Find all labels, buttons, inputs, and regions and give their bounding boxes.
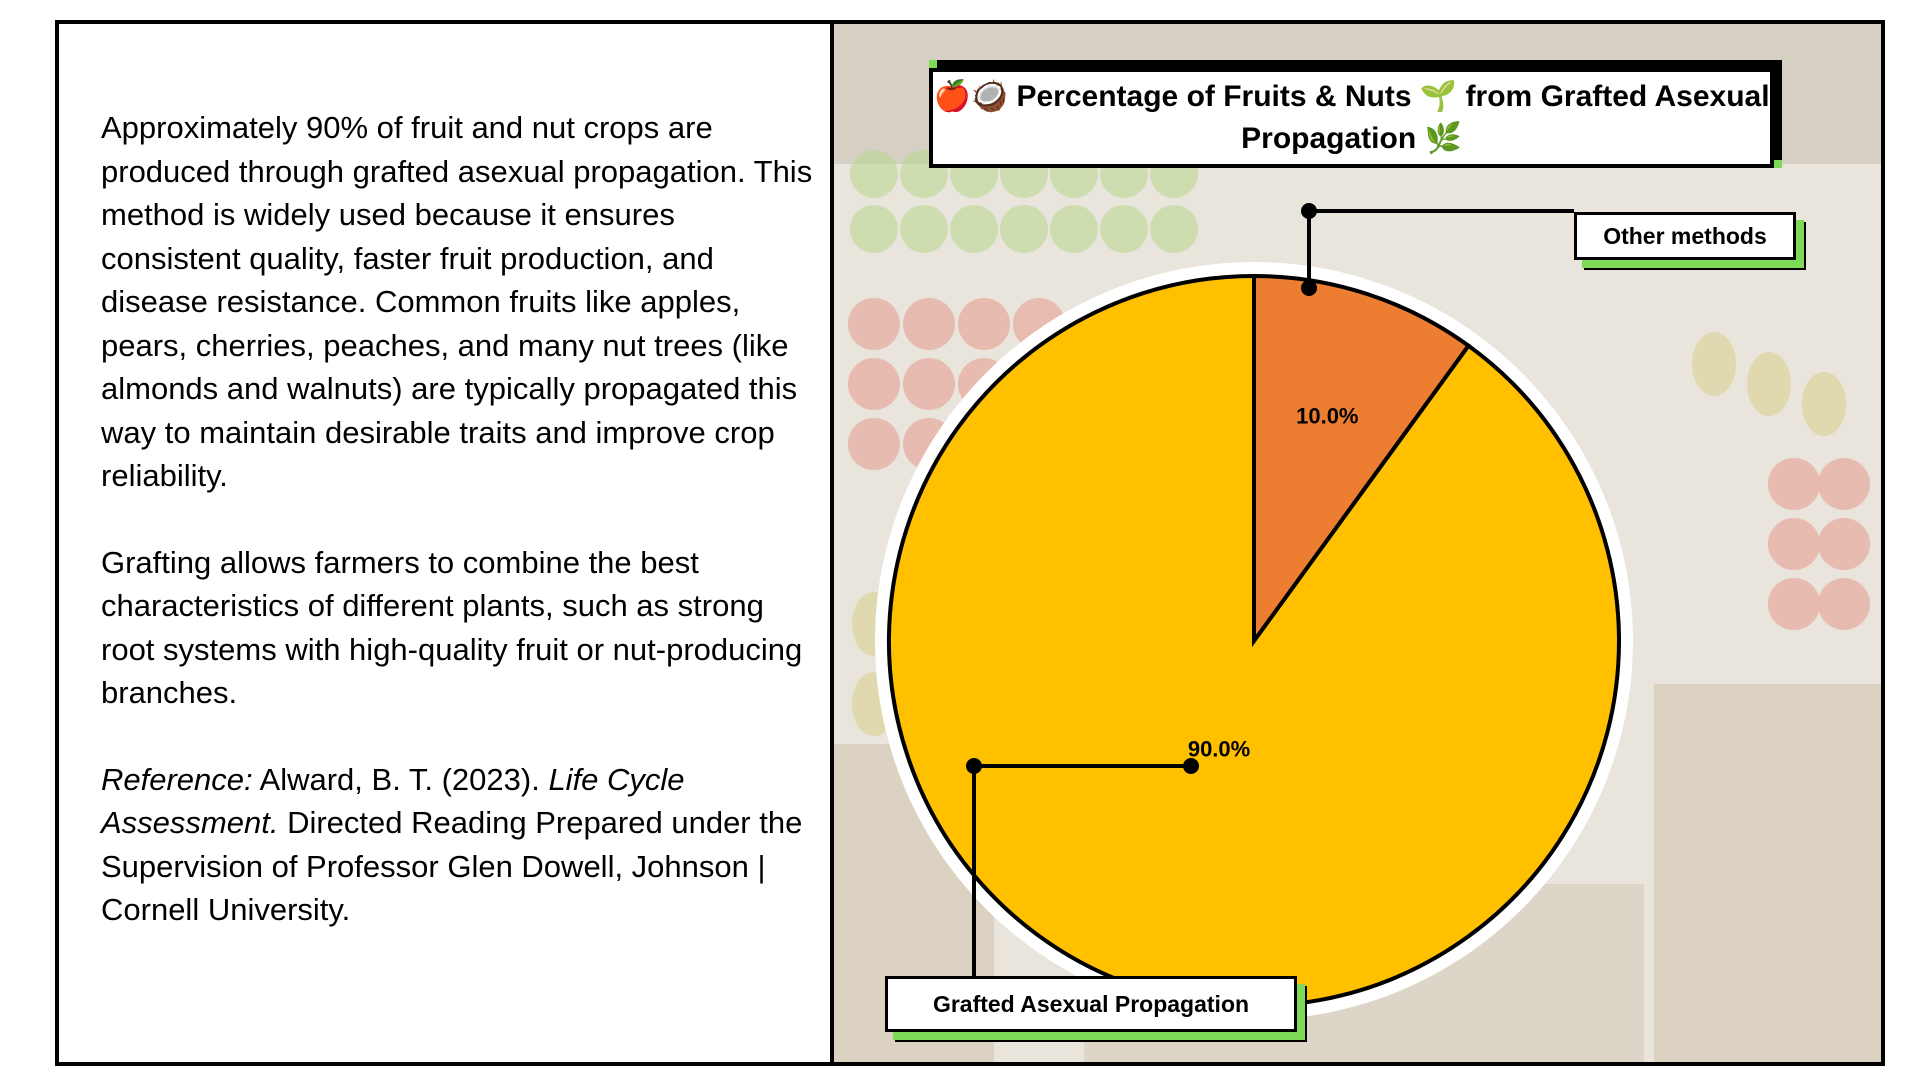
slide-frame: Approximately 90% of fruit and nut crops… bbox=[55, 20, 1885, 1066]
callout-grafted-asexual-propagation: Grafted Asexual Propagation bbox=[885, 976, 1297, 1032]
grafted-leader-dot bbox=[966, 758, 982, 774]
reference-label: Reference: bbox=[101, 761, 253, 797]
chart-panel: 10.0% 90.0% 🍎🥥 Percentage of Fruits & Nut… bbox=[834, 24, 1881, 1062]
other-methods-leader-dot bbox=[1301, 280, 1317, 296]
data-label-other-methods: 10.0% bbox=[1296, 403, 1358, 428]
chart-title: 🍎🥥 Percentage of Fruits & Nuts 🌱 from Gr… bbox=[929, 68, 1774, 168]
grafted-leader-dot bbox=[1183, 758, 1199, 774]
reference-author: Alward, B. T. (2023). bbox=[252, 761, 549, 797]
other-methods-leader-dot bbox=[1301, 203, 1317, 219]
reference-rest: Directed Reading Prepared under the Supe… bbox=[101, 805, 803, 927]
reference-title: Life Cycle Assessment. bbox=[101, 761, 685, 841]
text-panel: Approximately 90% of fruit and nut crops… bbox=[59, 24, 834, 1062]
pie-slice-other-methods bbox=[1252, 273, 1472, 648]
reference: Reference: Alward, B. T. (2023). Life Cy… bbox=[101, 758, 821, 932]
data-label-grafted-asexual-propagation: 90.0% bbox=[1188, 737, 1250, 762]
description-text: Approximately 90% of fruit and nut crops… bbox=[101, 106, 821, 975]
pie-chart: 10.0% 90.0% bbox=[875, 203, 1633, 1020]
paragraph-grafting: Grafting allows farmers to combine the b… bbox=[101, 544, 803, 711]
paragraph-intro: Approximately 90% of fruit and nut crops… bbox=[101, 110, 813, 493]
callout-other-methods: Other methods bbox=[1574, 212, 1796, 260]
pie-slice-grafted-asexual-propagation bbox=[887, 273, 1621, 1008]
